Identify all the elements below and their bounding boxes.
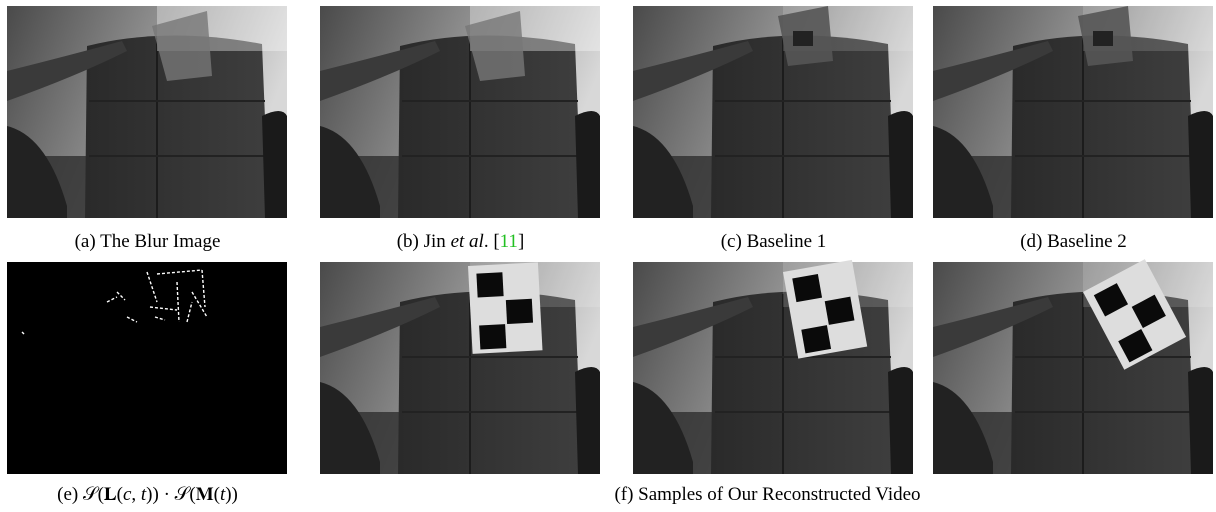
photo <box>633 260 913 474</box>
square <box>479 324 506 349</box>
square <box>506 299 533 324</box>
caption-text: (d) Baseline 2 <box>1020 231 1127 252</box>
square <box>476 272 503 297</box>
chair <box>1188 111 1213 218</box>
caption: (f) Samples of Our Reconstructed Video <box>320 484 1215 506</box>
caption-text: (a) The Blur Image <box>75 231 221 252</box>
caption-text: (f) Samples of Our Reconstructed Video <box>614 484 920 505</box>
checkerboard <box>468 262 543 354</box>
photo <box>7 262 287 474</box>
square <box>825 297 855 325</box>
chair <box>575 111 600 218</box>
figure-images <box>0 0 1216 512</box>
caption: (a) The Blur Image <box>7 231 288 253</box>
caption-text: )) · 𝒮(𝐌( <box>146 484 220 505</box>
chair <box>1188 367 1213 474</box>
photo <box>7 6 287 218</box>
photo-bg <box>7 262 287 474</box>
chair <box>888 111 913 218</box>
square <box>801 325 831 353</box>
caption-text: et al <box>451 231 484 252</box>
caption-text: . [ <box>484 231 500 252</box>
caption-text: (b) Jin <box>397 231 451 252</box>
caption: (d) Baseline 2 <box>933 231 1214 253</box>
caption-text: (c) Baseline 1 <box>721 231 827 252</box>
photo <box>633 6 913 218</box>
caption: (c) Baseline 1 <box>633 231 914 253</box>
chair <box>575 367 600 474</box>
citation[interactable]: 11 <box>500 231 518 252</box>
photo <box>933 6 1213 218</box>
caption-text: ] <box>518 231 524 252</box>
chair <box>262 111 287 218</box>
blur-box <box>1093 31 1113 46</box>
caption: (b) Jin et al. [11] <box>320 231 601 253</box>
caption-text: )) <box>225 484 238 505</box>
square <box>792 274 822 302</box>
chair <box>888 367 913 474</box>
caption-text: (e) 𝒮(𝐋( <box>57 484 123 505</box>
figure-page: (a) The Blur Image (b) Jin et al. [11] (… <box>0 0 1216 512</box>
photo <box>320 262 600 474</box>
blur-box <box>793 31 813 46</box>
caption: (e) 𝒮(𝐋(c, t)) · 𝒮(𝐌(t)) <box>0 484 295 506</box>
photo <box>933 259 1213 474</box>
photo <box>320 6 600 218</box>
caption-text: , <box>131 484 141 505</box>
